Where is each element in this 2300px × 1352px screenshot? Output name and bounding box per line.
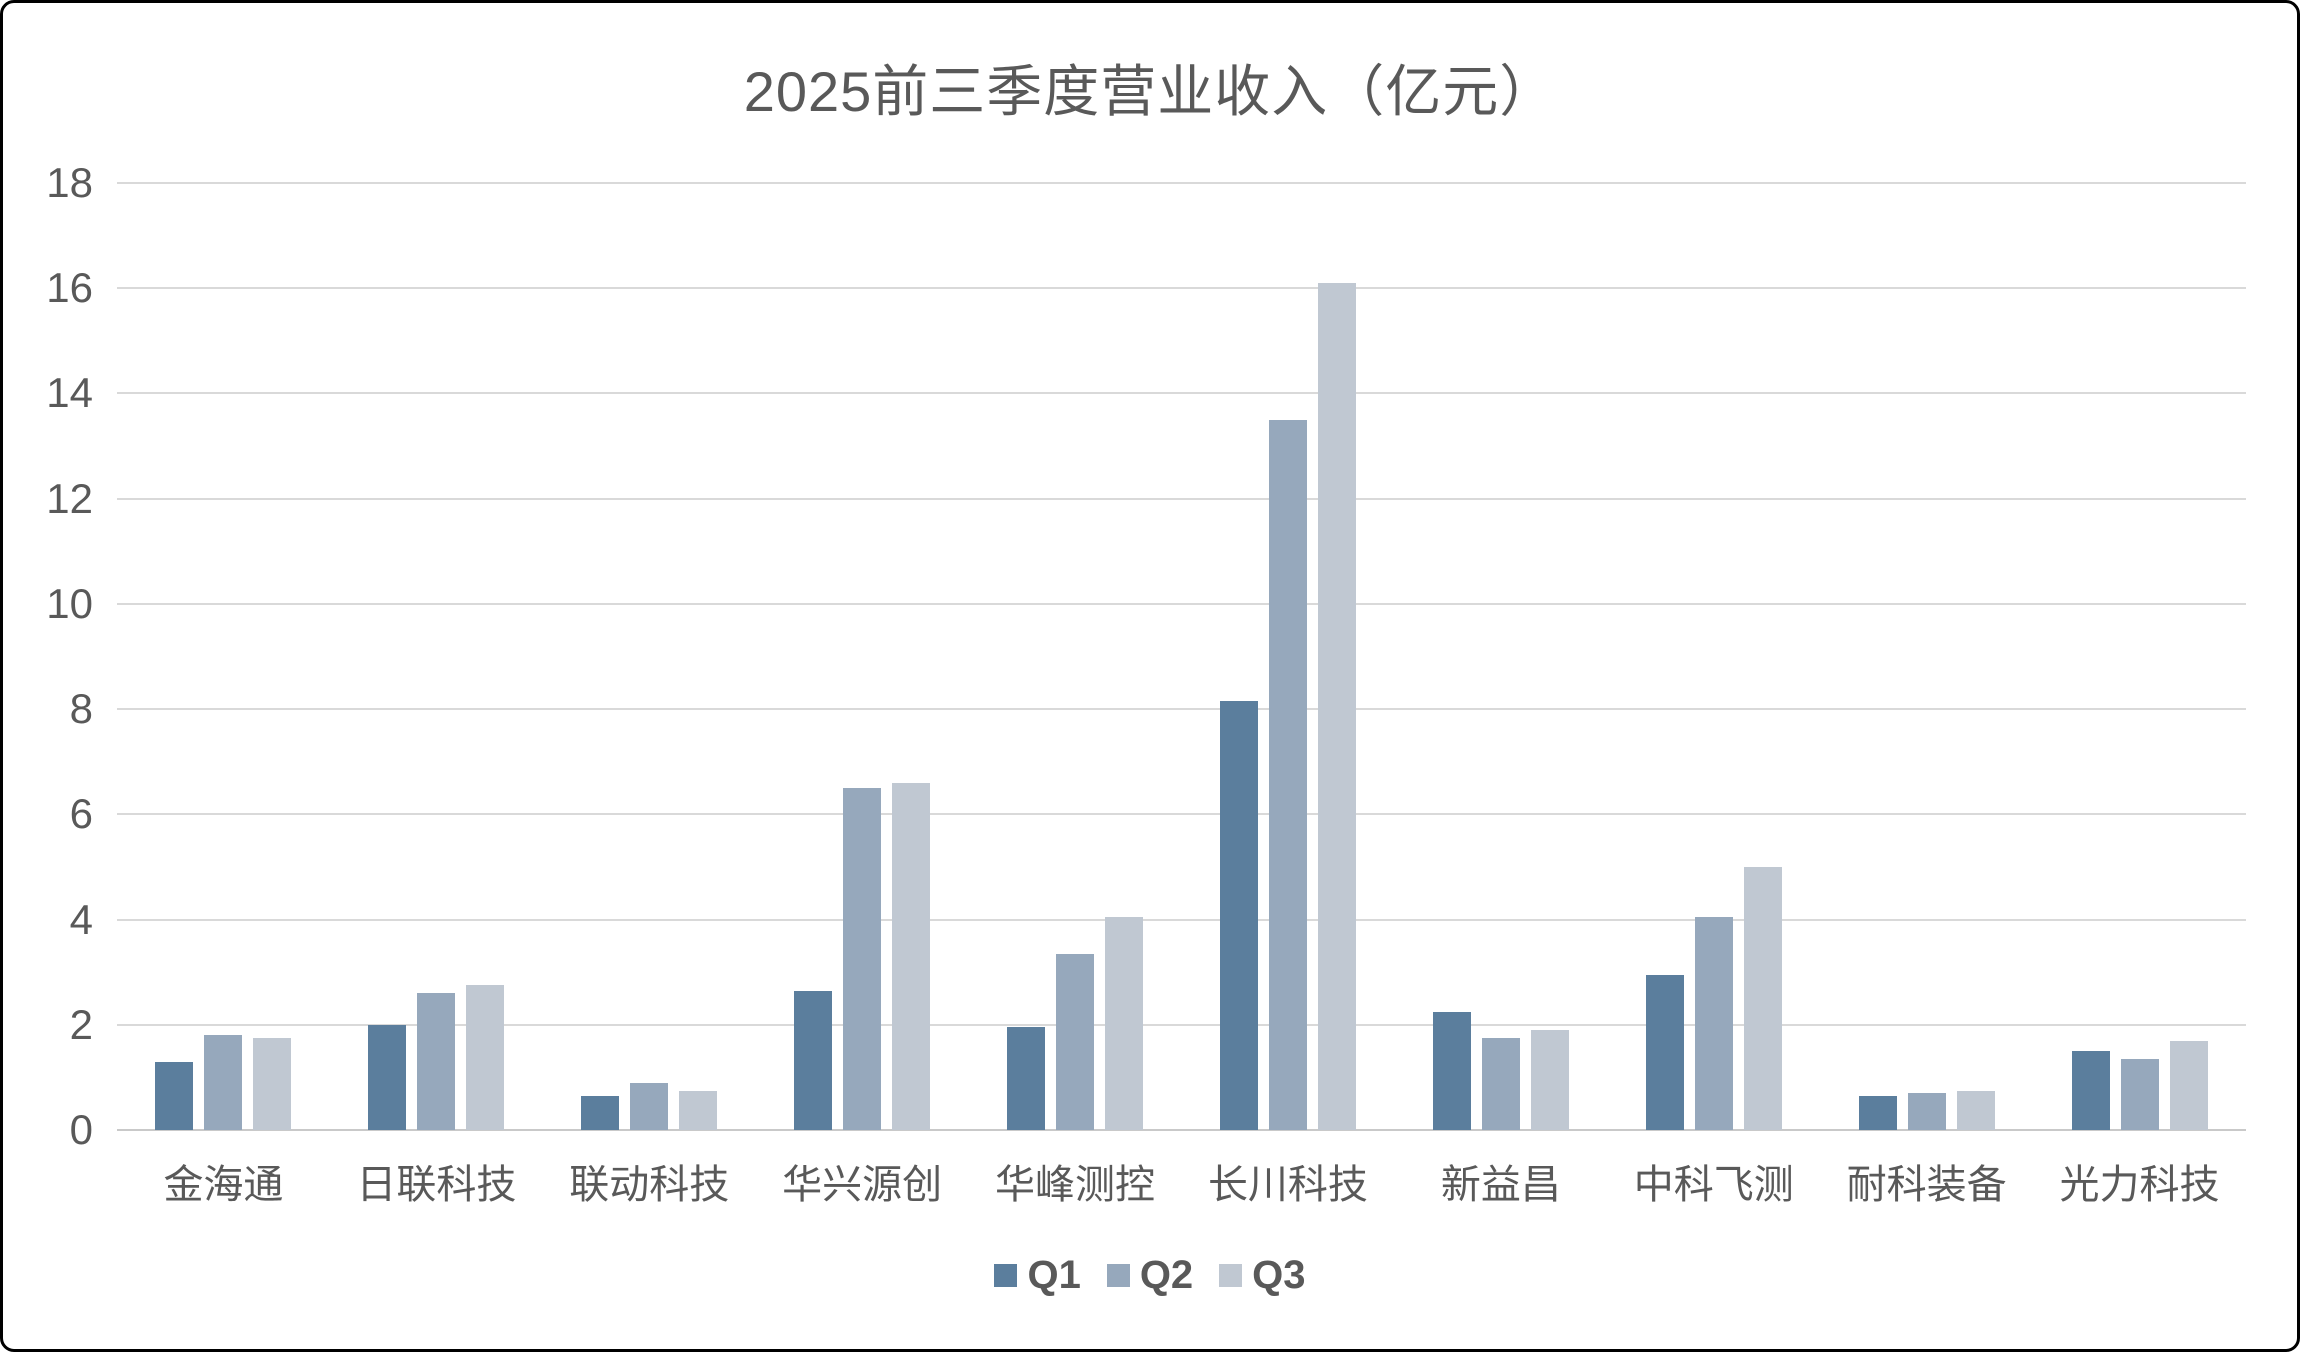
x-axis-category-label-5: 长川科技 bbox=[1207, 1163, 1368, 1207]
x-axis-category-label-2: 联动科技 bbox=[569, 1163, 730, 1207]
y-axis-tick-label-2: 2 bbox=[69, 1000, 93, 1048]
y-axis-ticks: 0 2 4 6 8 10 12 14 16 18 bbox=[3, 3, 2297, 1349]
bar-q3-3 bbox=[892, 782, 931, 1130]
bar-q2-9 bbox=[2120, 1058, 2159, 1130]
bar-q3-5 bbox=[1317, 282, 1356, 1130]
legend-label-q2: Q2 bbox=[1139, 1253, 1194, 1297]
legend: Q1 Q2 Q3 bbox=[3, 1253, 2297, 1298]
bar-q3-6 bbox=[1530, 1030, 1569, 1130]
bar-q2-2 bbox=[630, 1082, 669, 1130]
bar-q3-1 bbox=[466, 985, 505, 1130]
legend-label-q3: Q3 bbox=[1252, 1253, 1306, 1297]
gridline-18 bbox=[117, 182, 2246, 184]
y-axis-tick-label-14: 14 bbox=[46, 369, 93, 417]
legend-swatch-q1 bbox=[994, 1264, 1018, 1287]
legend-swatch-q2 bbox=[1106, 1264, 1130, 1287]
chart-title: 2025前三季度营业收入（亿元） bbox=[743, 60, 1557, 123]
legend-label-q1: Q1 bbox=[1027, 1253, 1081, 1297]
legend-item-q2: Q2 bbox=[1106, 1253, 1194, 1298]
bar-q1-1 bbox=[368, 1024, 407, 1130]
bar-q3-0 bbox=[253, 1037, 292, 1130]
gridline-12 bbox=[117, 497, 2246, 500]
gridline-0 bbox=[117, 1129, 2246, 1131]
bar-q1-5 bbox=[1219, 701, 1258, 1130]
bar-q3-7 bbox=[1743, 866, 1782, 1130]
x-axis-category-label-7: 中科飞测 bbox=[1633, 1163, 1794, 1207]
bar-q1-0 bbox=[155, 1061, 194, 1130]
bar-q2-3 bbox=[843, 788, 882, 1130]
gridline-2 bbox=[117, 1023, 2246, 1026]
gridline-6 bbox=[117, 813, 2246, 816]
bar-q2-5 bbox=[1268, 419, 1307, 1130]
bar-q1-8 bbox=[1858, 1095, 1897, 1130]
bar-q2-7 bbox=[1694, 916, 1733, 1130]
bar-q1-4 bbox=[1007, 1027, 1046, 1130]
gridline-10 bbox=[117, 602, 2246, 605]
x-axis-category-label-0: 金海通 bbox=[163, 1163, 284, 1207]
gridline-4 bbox=[117, 918, 2246, 921]
y-axis-tick-label-10: 10 bbox=[46, 579, 93, 627]
gridline-8 bbox=[117, 708, 2246, 711]
gridline-16 bbox=[117, 287, 2246, 290]
legend-swatch-q3 bbox=[1219, 1264, 1243, 1287]
x-axis-labels: 金海通 日联科技 联动科技 华兴源创 华峰测控 长川科技 新益昌 中科飞测 耐科装备 光力科技 bbox=[3, 3, 2297, 1349]
y-axis-tick-label-12: 12 bbox=[46, 474, 93, 522]
bar-q3-4 bbox=[1105, 916, 1144, 1130]
bar-q2-4 bbox=[1056, 953, 1095, 1130]
y-axis-tick-label-8: 8 bbox=[69, 685, 93, 733]
bars-layer bbox=[3, 3, 2297, 1349]
x-axis-category-label-4: 华峰测控 bbox=[995, 1163, 1156, 1207]
y-axis-tick-label-6: 6 bbox=[69, 790, 93, 838]
x-axis-category-label-8: 耐科装备 bbox=[1846, 1163, 2007, 1207]
gridlines-layer bbox=[3, 3, 2297, 1349]
x-axis-category-label-6: 新益昌 bbox=[1440, 1163, 1561, 1207]
x-axis-category-label-1: 日联科技 bbox=[356, 1163, 517, 1207]
bar-q3-2 bbox=[679, 1090, 718, 1130]
bar-q1-7 bbox=[1645, 974, 1684, 1130]
x-axis-category-label-3: 华兴源创 bbox=[782, 1163, 943, 1207]
bar-q2-6 bbox=[1481, 1037, 1520, 1130]
bar-q1-3 bbox=[794, 990, 833, 1130]
bar-q3-9 bbox=[2169, 1040, 2208, 1130]
x-axis-category-label-9: 光力科技 bbox=[2059, 1163, 2220, 1207]
y-axis-tick-label-16: 16 bbox=[46, 264, 93, 312]
bar-q1-2 bbox=[581, 1095, 620, 1130]
bar-q2-0 bbox=[204, 1035, 243, 1130]
legend-item-q1: Q1 bbox=[994, 1253, 1081, 1298]
y-axis-tick-label-0: 0 bbox=[69, 1106, 93, 1153]
bar-q2-1 bbox=[417, 993, 456, 1130]
legend-item-q3: Q3 bbox=[1219, 1253, 1306, 1298]
bar-q2-8 bbox=[1907, 1093, 1946, 1130]
bar-q3-8 bbox=[1956, 1090, 1995, 1130]
y-axis-tick-label-4: 4 bbox=[69, 895, 93, 943]
bar-q1-9 bbox=[2071, 1051, 2110, 1130]
bar-q1-6 bbox=[1432, 1011, 1471, 1130]
gridline-14 bbox=[117, 392, 2246, 395]
y-axis-tick-label-18: 18 bbox=[46, 159, 93, 206]
